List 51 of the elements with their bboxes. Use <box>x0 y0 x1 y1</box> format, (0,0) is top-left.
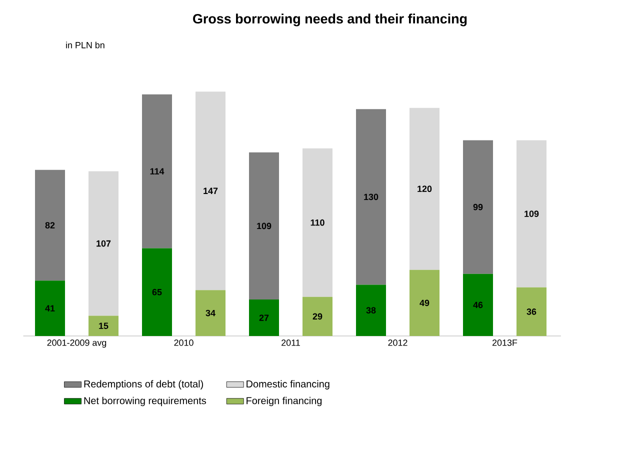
data-label: 36 <box>526 308 536 315</box>
data-label: 65 <box>152 288 162 296</box>
text: in PLN bn <box>66 42 104 48</box>
legend-label: Foreign financing <box>246 396 322 406</box>
data-label: 109 <box>524 210 539 217</box>
data-label: 49 <box>420 300 430 306</box>
bar <box>249 152 280 300</box>
x-tick-label: 2010 <box>174 340 194 346</box>
data-label: 130 <box>364 194 378 200</box>
bar <box>356 284 386 336</box>
legend-label: Redemptions of debt (total) <box>84 380 204 390</box>
bar <box>88 171 119 316</box>
data-label: 147 <box>204 188 218 194</box>
data-label: 120 <box>418 186 432 192</box>
bar <box>302 148 333 297</box>
bar <box>196 92 226 290</box>
x-tick-label: 2011 <box>282 340 300 346</box>
legend-label: Domestic financing <box>246 380 330 390</box>
bar <box>410 270 440 336</box>
bar <box>35 280 66 336</box>
bar <box>88 316 119 336</box>
x-tick-label: 2001-2009 avg <box>47 340 106 348</box>
data-label: 46 <box>473 302 483 308</box>
chart-title: Gross borrowing needs and their financing <box>193 14 467 26</box>
bar <box>356 109 386 285</box>
bar <box>463 274 494 336</box>
data-label: 110 <box>310 219 324 226</box>
bar <box>410 108 440 270</box>
bar <box>516 140 547 288</box>
data-label: 38 <box>366 307 376 314</box>
bar <box>463 140 494 274</box>
bar <box>142 94 172 248</box>
data-label: 107 <box>96 240 111 247</box>
data-label: 34 <box>206 310 216 316</box>
data-label: 27 <box>259 314 269 321</box>
data-label: 29 <box>312 313 322 320</box>
x-tick-label: 2012 <box>388 340 408 346</box>
legend-label: Net borrowing requirements <box>84 396 206 406</box>
data-label: 41 <box>45 305 55 312</box>
bar <box>516 287 547 336</box>
data-label: 15 <box>99 322 108 329</box>
bar <box>249 300 280 336</box>
x-tick-label: 2013F <box>492 340 518 346</box>
bar <box>196 290 226 336</box>
bar <box>142 248 172 336</box>
data-label: 109 <box>257 222 272 230</box>
data-label: 114 <box>150 168 164 174</box>
data-label: 82 <box>45 222 55 228</box>
bar <box>35 170 66 281</box>
bar <box>302 296 333 336</box>
data-label: 99 <box>473 204 483 210</box>
